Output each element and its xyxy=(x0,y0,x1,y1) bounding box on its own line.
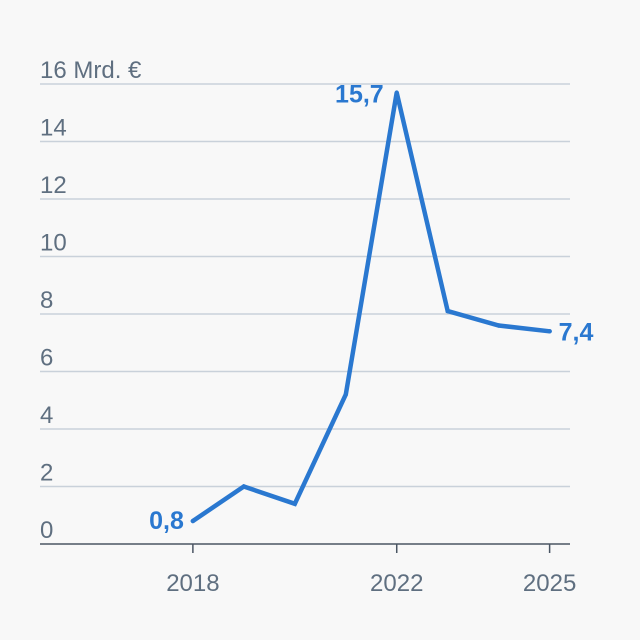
y-tick-label-14: 14 xyxy=(40,115,67,142)
y-tick-label-2: 2 xyxy=(40,460,53,487)
grid-lines xyxy=(40,83,570,488)
data-label-2022: 15,7 xyxy=(335,81,384,109)
y-tick-label-0: 0 xyxy=(40,517,53,544)
data-point-2021 xyxy=(343,392,348,397)
data-point-2018 xyxy=(190,518,196,524)
y-tick-label-16: 16 Mrd. € xyxy=(40,57,142,84)
series-layer xyxy=(190,90,552,524)
data-point-2024 xyxy=(496,323,501,328)
x-tick-label-2022: 2022 xyxy=(370,570,423,597)
data-point-2019 xyxy=(241,484,247,489)
data-point-2022 xyxy=(394,90,399,95)
y-tick-label-8: 8 xyxy=(40,287,53,314)
data-point-2020 xyxy=(292,501,298,506)
y-axis-labels: 0 2 4 6 8 10 12 14 16 Mrd. € xyxy=(40,57,142,544)
y-tick-label-10: 10 xyxy=(40,230,67,257)
x-axis: 2018 2022 2025 xyxy=(40,543,576,597)
data-point-2023 xyxy=(445,308,450,314)
x-tick-label-2018: 2018 xyxy=(166,570,219,597)
data-point-2025 xyxy=(547,329,552,334)
data-label-2018: 0,8 xyxy=(149,507,184,535)
x-tick-label-2025: 2025 xyxy=(523,570,576,597)
y-tick-label-6: 6 xyxy=(40,345,53,372)
series-line xyxy=(190,92,552,524)
y-tick-label-12: 12 xyxy=(40,172,67,199)
data-label-2025: 7,4 xyxy=(559,318,594,346)
y-tick-label-4: 4 xyxy=(40,402,53,429)
data-labels: 0,8 15,7 7,4 xyxy=(149,81,593,535)
